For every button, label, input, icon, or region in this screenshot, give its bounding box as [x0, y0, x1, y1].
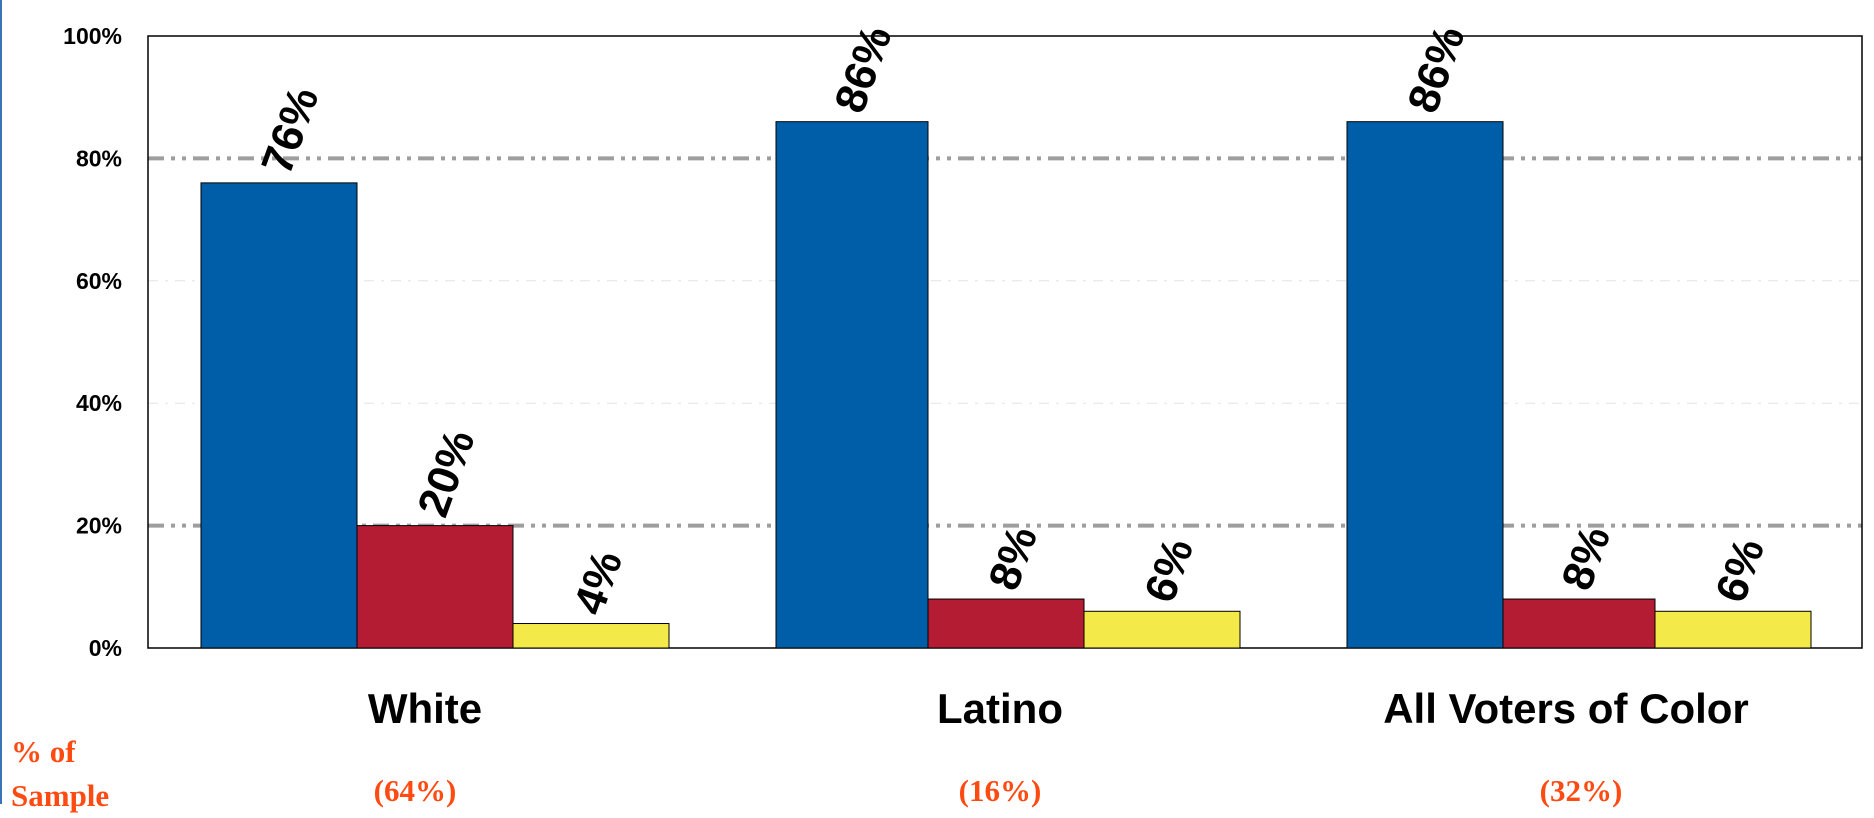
sample-share-title: % of Sample	[11, 730, 141, 818]
bar-latino-series-3	[1083, 610, 1241, 649]
data-label: 8%	[979, 520, 1047, 597]
bar-latino-series-1	[775, 121, 929, 649]
y-tick-label: 20%	[76, 513, 122, 539]
data-label: 4%	[564, 544, 632, 621]
bar-latino-series-2	[927, 598, 1085, 649]
y-tick-label: 60%	[76, 268, 122, 294]
sample-share-all-voters-of-color: (32%)	[1539, 773, 1623, 808]
data-label: 6%	[1135, 532, 1203, 609]
y-tick-label: 100%	[63, 23, 122, 49]
sample-share-white: (64%)	[373, 773, 457, 808]
data-label: 76%	[252, 81, 328, 181]
sample-share-latino: (16%)	[958, 773, 1042, 808]
gridlines	[148, 156, 1862, 528]
data-label: 86%	[825, 20, 901, 120]
bar-all-voters-of-color-series-2	[1502, 598, 1656, 649]
bar-all-voters-of-color-series-1	[1346, 121, 1504, 649]
data-label: 6%	[1706, 532, 1774, 609]
sample-share-title-line-2: Sample	[11, 778, 110, 813]
y-tick-label: 80%	[76, 145, 122, 171]
data-label: 8%	[1552, 520, 1620, 597]
bar-white-series-3	[512, 623, 670, 649]
left-border-line	[0, 0, 2, 804]
category-label-latino: Latino	[937, 685, 1063, 732]
y-tick-label: 40%	[76, 390, 122, 416]
sample-share-title-line-1: % of	[11, 734, 76, 769]
bar-white-series-1	[200, 182, 358, 649]
bar-white-series-2	[356, 525, 514, 649]
category-label-white: White	[367, 685, 483, 732]
category-label-all-voters-of-color: All Voters of Color	[1383, 685, 1749, 732]
bar-all-voters-of-color-series-3	[1654, 610, 1812, 649]
data-label: 86%	[1398, 20, 1474, 120]
bars	[200, 121, 1812, 649]
y-tick-label: 0%	[89, 635, 122, 661]
data-label: 20%	[408, 423, 484, 523]
y-axis-tick-labels: 0% 20% 40% 60% 80% 100%	[63, 23, 122, 661]
